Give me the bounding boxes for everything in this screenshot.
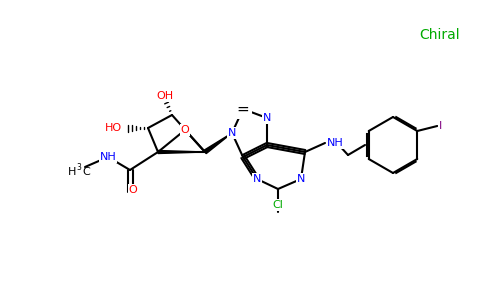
Text: HO: HO: [105, 123, 122, 133]
Text: C: C: [82, 167, 90, 177]
Text: NH: NH: [327, 138, 344, 148]
Polygon shape: [204, 133, 232, 154]
Text: =: =: [237, 101, 249, 116]
Text: O: O: [181, 125, 189, 135]
Text: H: H: [68, 167, 76, 177]
Text: =: =: [237, 102, 249, 116]
Text: 3: 3: [76, 163, 81, 172]
Text: OH: OH: [156, 91, 174, 101]
Text: I: I: [439, 121, 442, 131]
Text: Cl: Cl: [272, 200, 284, 210]
Text: O: O: [129, 185, 137, 195]
Polygon shape: [158, 151, 205, 154]
Text: N: N: [263, 113, 271, 123]
Text: Chiral: Chiral: [419, 28, 460, 42]
Text: =: =: [239, 103, 249, 116]
Text: N: N: [228, 128, 236, 138]
Text: N: N: [253, 174, 261, 184]
Text: NH: NH: [100, 152, 116, 162]
Text: N: N: [297, 174, 305, 184]
